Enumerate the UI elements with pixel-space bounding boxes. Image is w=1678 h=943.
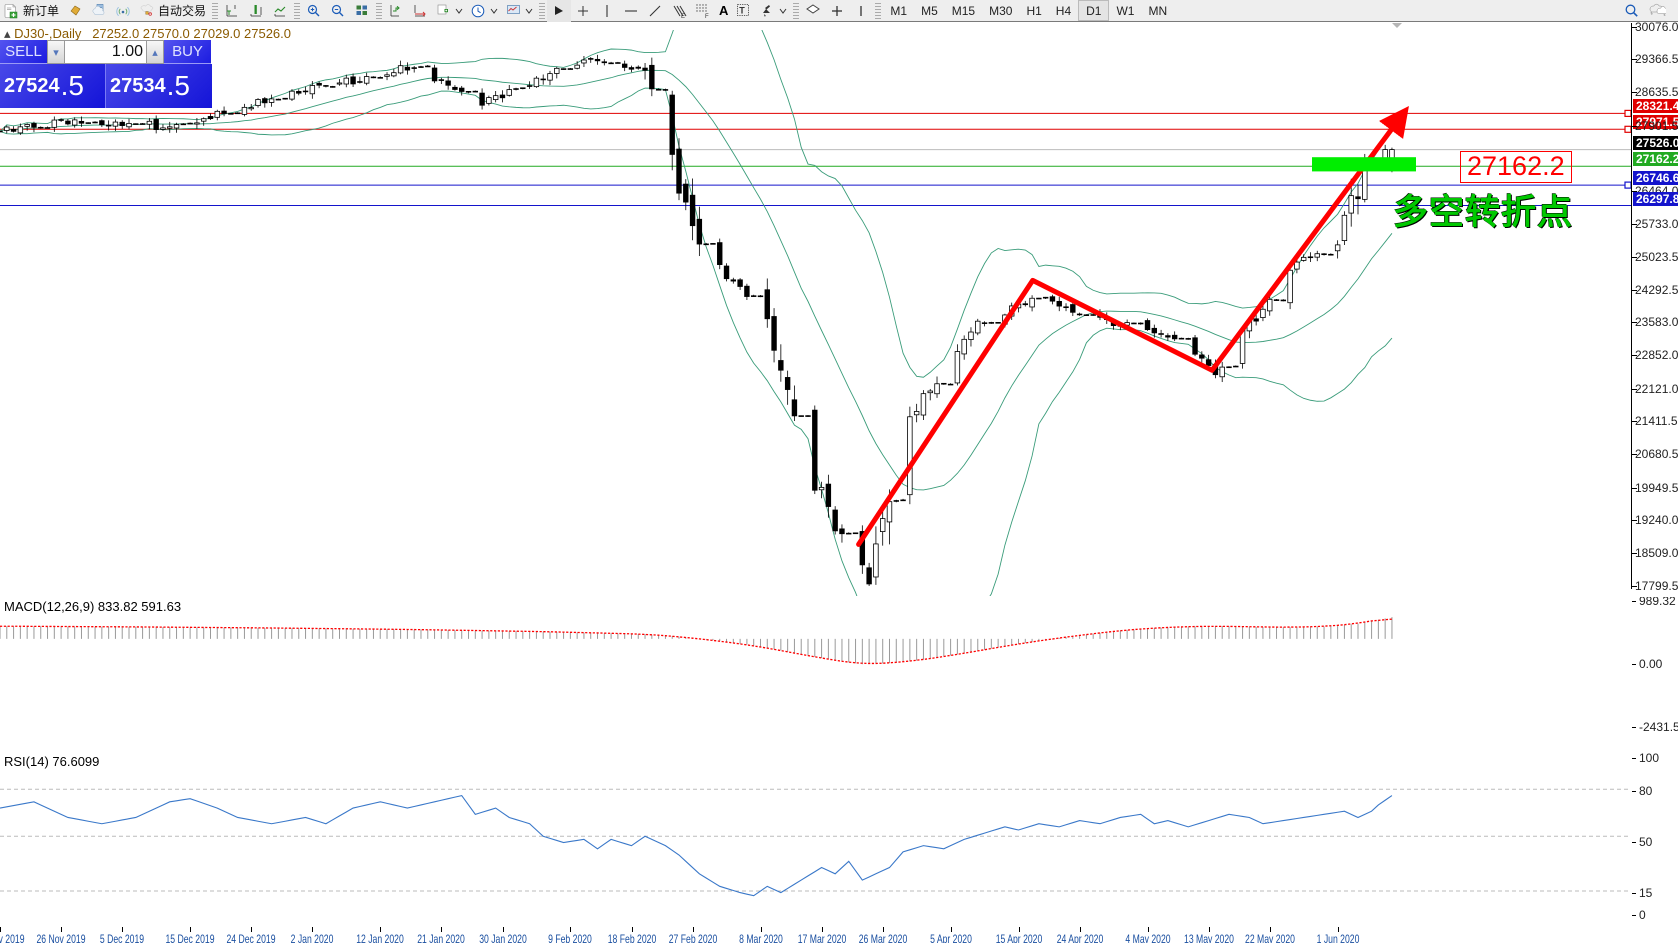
svg-text:F: F [705,14,709,19]
svg-text:T: T [740,5,746,15]
svg-text:E: E [681,14,685,19]
